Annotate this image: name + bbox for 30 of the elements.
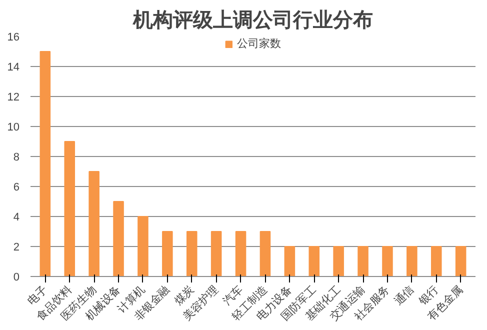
bar xyxy=(210,231,222,276)
bar xyxy=(455,246,466,276)
bar xyxy=(333,246,344,276)
bar xyxy=(88,171,100,276)
y-tick-label: 8 xyxy=(13,152,20,164)
bar xyxy=(64,141,76,276)
chart-title: 机构评级上调公司行业分布 xyxy=(132,8,373,32)
y-tick-label: 0 xyxy=(13,272,20,284)
bar xyxy=(284,246,296,276)
y-tick-label: 14 xyxy=(7,62,20,74)
bar xyxy=(40,51,51,276)
bar xyxy=(138,216,148,276)
bar xyxy=(186,231,198,276)
bar xyxy=(358,246,368,276)
bar xyxy=(308,246,320,276)
bar xyxy=(406,246,418,276)
y-tick-label: 10 xyxy=(7,122,20,134)
y-tick-label: 2 xyxy=(13,242,20,254)
x-tick-label: 通信 xyxy=(392,282,417,308)
bar xyxy=(260,231,271,276)
bar xyxy=(235,231,246,276)
bar xyxy=(113,201,124,276)
y-tick-label: 6 xyxy=(13,182,20,194)
y-tick-label: 16 xyxy=(7,32,20,44)
bar xyxy=(162,231,173,276)
y-tick-label: 12 xyxy=(7,92,20,104)
y-tick-label: 4 xyxy=(13,212,20,224)
bar xyxy=(382,246,393,276)
legend-label: 公司家数 xyxy=(237,36,281,51)
bar xyxy=(430,246,442,276)
